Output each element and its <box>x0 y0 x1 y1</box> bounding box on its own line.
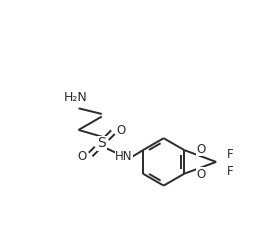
Text: O: O <box>197 143 206 156</box>
Text: O: O <box>197 168 206 181</box>
Text: F: F <box>227 148 234 161</box>
Text: O: O <box>117 124 126 137</box>
Text: F: F <box>227 165 234 178</box>
Text: HN: HN <box>115 150 133 163</box>
Text: H₂N: H₂N <box>64 92 88 105</box>
Text: S: S <box>97 136 106 150</box>
Text: O: O <box>78 150 87 163</box>
